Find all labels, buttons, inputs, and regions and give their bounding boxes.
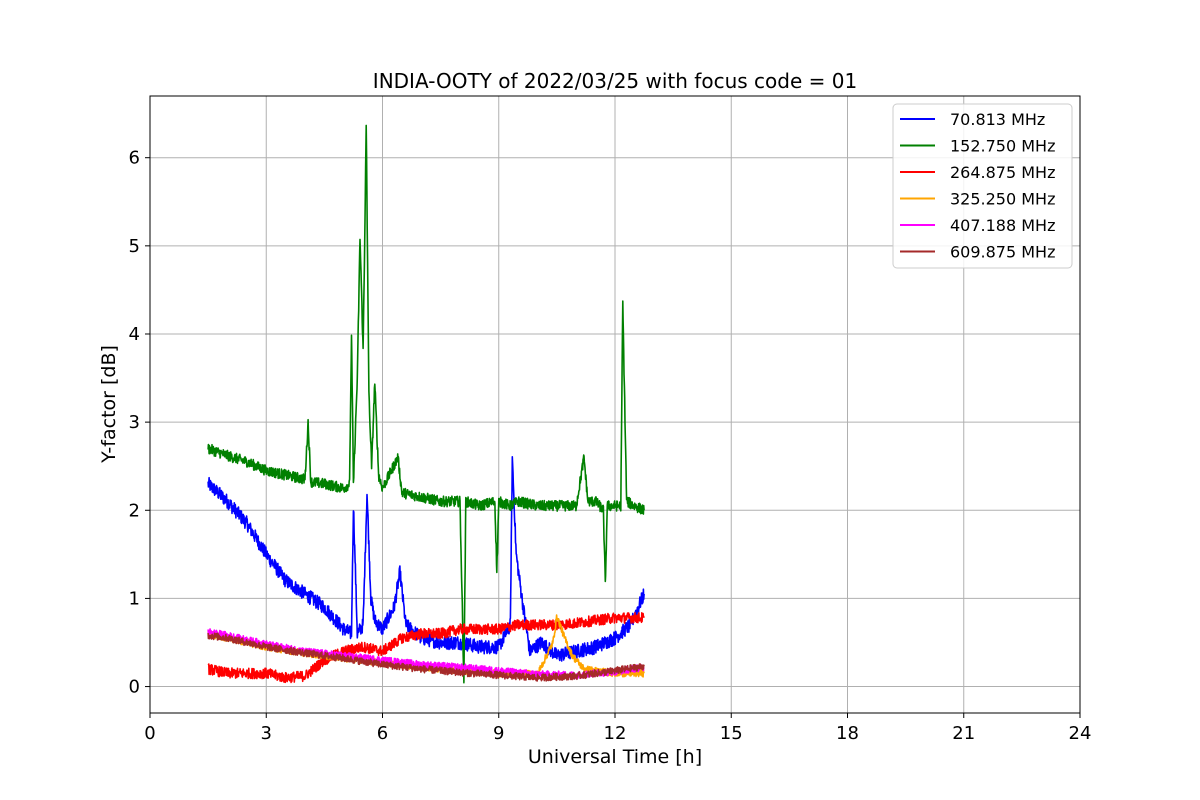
x-tick-label: 15 [720, 723, 743, 744]
legend-label: 325.250 MHz [950, 190, 1055, 209]
x-tick-label: 24 [1069, 723, 1092, 744]
y-axis-label: Y-factor [dB] [98, 345, 120, 464]
legend-box [892, 103, 1073, 269]
x-tick-label: 6 [377, 723, 388, 744]
legend-label: 70.813 MHz [950, 110, 1045, 129]
x-tick-label: 9 [493, 723, 504, 744]
series-line-5 [207, 632, 645, 682]
legend-label: 407.188 MHz [950, 216, 1055, 235]
legend: 70.813 MHz 152.750 MHz 264.875 MHz 325.250 … [892, 103, 1073, 269]
series-line-2 [207, 611, 645, 684]
y-tick-label: 0 [129, 677, 140, 698]
series-layer [207, 124, 645, 684]
x-tick-label: 21 [952, 723, 975, 744]
y-tick-label: 3 [129, 412, 140, 433]
legend-label: 264.875 MHz [950, 163, 1055, 182]
chart-title: INDIA-OOTY of 2022/03/25 with focus code… [373, 69, 857, 93]
y-tick-label: 4 [129, 324, 140, 345]
y-tick-label: 5 [129, 236, 140, 257]
x-axis-label: Universal Time [h] [528, 746, 702, 768]
x-tick-label: 18 [836, 723, 859, 744]
series-line-1 [207, 124, 645, 684]
x-tick-label: 0 [144, 723, 155, 744]
x-tick-label: 12 [604, 723, 627, 744]
y-tick-label: 6 [129, 148, 140, 169]
y-tick-label: 2 [129, 500, 140, 521]
x-tick-label: 3 [261, 723, 272, 744]
legend-label: 152.750 MHz [950, 137, 1055, 156]
y-tick-label: 1 [129, 588, 140, 609]
legend-label: 609.875 MHz [950, 243, 1055, 262]
